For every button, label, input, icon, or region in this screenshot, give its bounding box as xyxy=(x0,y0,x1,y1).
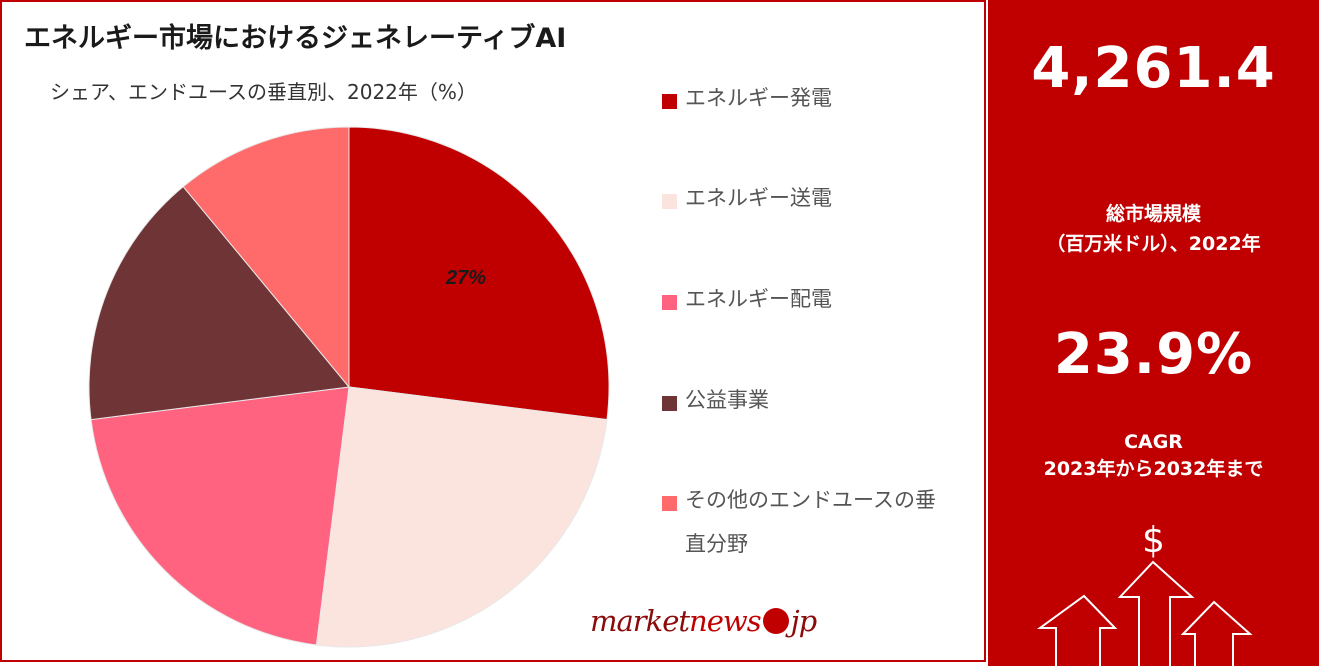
pie-slice xyxy=(88,185,350,421)
cagr-value: 23.9% xyxy=(1053,322,1254,387)
legend-swatch xyxy=(662,496,677,511)
dollar-icon: $ xyxy=(1142,520,1165,561)
legend-swatch xyxy=(662,295,677,310)
market-size-value: 4,261.4 xyxy=(1031,36,1276,101)
growth-arrows-icon xyxy=(1036,560,1253,666)
chart-subtitle: シェア、エンドユースの垂直別、2022年（%） xyxy=(50,80,477,104)
cagr-label-line1: CAGR xyxy=(1124,431,1183,453)
legend-label: 公益事業 xyxy=(685,388,769,412)
stats-panel: 4,261.4 総市場規模 （百万米ドル）、2022年 23.9% CAGR 2… xyxy=(988,0,1319,666)
chart-panel: エネルギー市場におけるジェネレーティブAI シェア、エンドユースの垂直別、202… xyxy=(0,0,986,662)
marketnews-logo: marketnews jp xyxy=(590,604,818,638)
legend-item-transmission: エネルギー送電 xyxy=(662,186,945,220)
legend-item-utilities: 公益事業 xyxy=(662,388,945,422)
logo-emblem-icon xyxy=(762,608,789,634)
legend-label: エネルギー発電 xyxy=(685,86,832,110)
market-size-label-line1: 総市場規模 xyxy=(1105,203,1201,225)
legend-swatch xyxy=(662,94,677,109)
pie-slice xyxy=(182,126,350,389)
legend-label: エネルギー配電 xyxy=(685,287,832,311)
arrow-center-icon xyxy=(1117,560,1195,666)
legend-swatch xyxy=(662,396,677,411)
legend-swatch xyxy=(662,194,677,209)
legend-item-other: その他のエンドユースの垂直分野 xyxy=(662,488,945,566)
legend-item-generation: エネルギー発電 xyxy=(662,86,945,120)
pie-slice xyxy=(348,126,610,421)
pie-chart: 27% xyxy=(88,126,610,648)
legend-item-distribution: エネルギー配電 xyxy=(662,287,945,321)
arrow-right-icon xyxy=(1180,600,1253,666)
arrow-left-icon xyxy=(1036,594,1118,666)
legend-label: その他のエンドユースの垂直分野 xyxy=(685,488,936,556)
chart-title: エネルギー市場におけるジェネレーティブAI xyxy=(24,23,567,54)
logo-text-jp: jp xyxy=(790,604,818,638)
legend-label: エネルギー送電 xyxy=(685,186,832,210)
pie-slice xyxy=(90,386,350,646)
pie-data-label: 27% xyxy=(445,267,486,289)
logo-text-market: market xyxy=(590,604,690,638)
logo-text-news: news xyxy=(689,604,762,638)
market-size-label-line2: （百万米ドル）、2022年 xyxy=(1046,233,1261,255)
cagr-label-line2: 2023年から2032年まで xyxy=(1043,458,1264,480)
pie-slice xyxy=(315,386,608,648)
